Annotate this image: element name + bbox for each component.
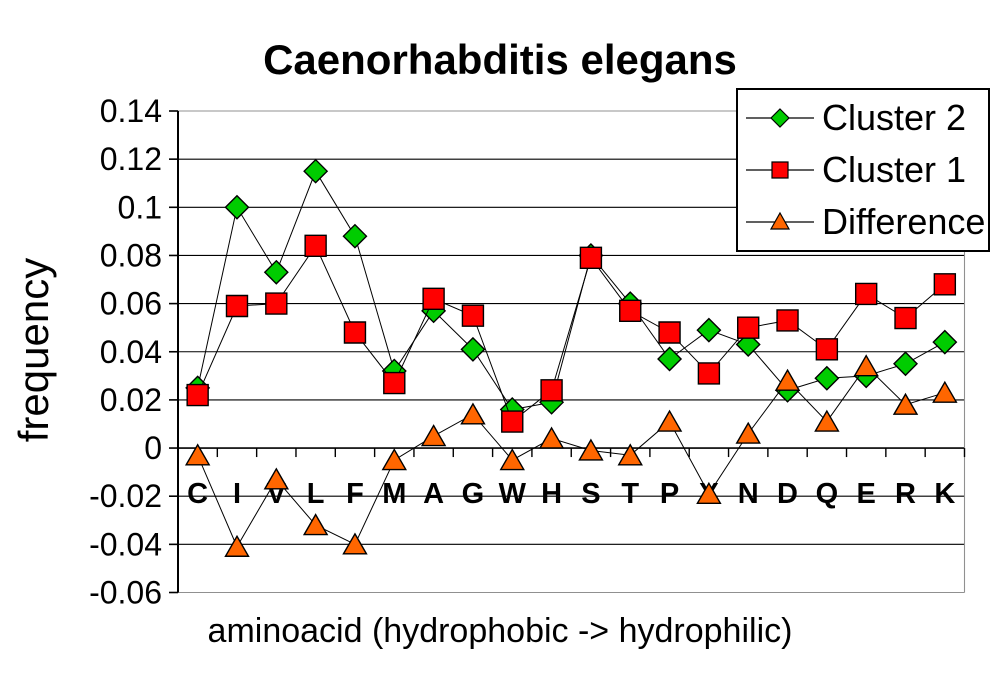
series-difference-marker-S: [578, 438, 604, 461]
series-difference-marker-T: [617, 443, 643, 466]
y-tick-label: 0.06: [100, 286, 162, 322]
series-cluster-1-marker-N: [737, 316, 760, 339]
series-cluster-1-marker-P: [658, 321, 681, 344]
category-label-S: S: [581, 478, 600, 510]
legend: Cluster 2 Cluster 1 Difference: [736, 88, 990, 252]
series-cluster-1-marker-Y: [697, 362, 721, 385]
category-label-P: P: [660, 478, 679, 510]
y-tick-label: 0: [144, 430, 162, 466]
y-tick-label: 0.04: [100, 334, 162, 370]
category-label-E: E: [857, 478, 876, 510]
series-difference-marker-G: [460, 402, 486, 425]
series-difference-marker-R: [892, 392, 919, 415]
category-label-H: H: [541, 478, 562, 510]
y-axis-title: frequency: [10, 257, 57, 443]
series-cluster-2-marker-R: [893, 351, 919, 377]
category-label-M: M: [382, 478, 406, 510]
legend-label: Cluster 2: [822, 97, 967, 138]
series-cluster-1-marker-A: [422, 287, 445, 310]
chart-title: Caenorhabditis elegans: [263, 36, 737, 83]
y-tick-label: 0.14: [100, 93, 162, 129]
series-cluster-2-marker-Q: [814, 365, 840, 391]
category-label-F: F: [346, 478, 364, 510]
y-tick-label: 0.12: [100, 141, 162, 177]
series-cluster-2-marker-P: [657, 346, 683, 372]
diamond-icon: [770, 108, 790, 128]
series-cluster-1-marker-K: [933, 273, 957, 296]
series-cluster-1-marker-I: [225, 294, 249, 318]
y-tick-label: -0.06: [89, 575, 162, 611]
category-label-W: W: [499, 478, 527, 510]
series-difference-marker-C: [184, 443, 211, 466]
series-cluster-2-marker-F: [342, 223, 368, 249]
difference-triangle-icon: [746, 211, 814, 230]
series-difference-marker-L: [302, 513, 329, 536]
legend-item-difference: Difference: [744, 204, 988, 240]
category-label-T: T: [621, 478, 639, 510]
category-label-Q: Q: [816, 478, 839, 510]
series-cluster-2-marker-G: [460, 336, 486, 362]
legend-label: Cluster 1: [822, 149, 967, 190]
y-tick-label: 0.1: [118, 189, 162, 225]
series-cluster-2-marker-V: [263, 259, 289, 285]
category-label-R: R: [895, 478, 916, 510]
series-cluster-1-marker-E: [854, 282, 878, 306]
series-difference-marker-N: [735, 421, 761, 444]
y-tick-label: -0.02: [89, 478, 162, 514]
series-difference-marker-Y: [696, 481, 722, 504]
series-cluster-1-marker-H: [540, 379, 563, 402]
series-difference-marker-P: [656, 409, 683, 432]
category-label-A: A: [423, 478, 444, 510]
series-difference-marker-I: [224, 534, 250, 557]
legend-label: Difference: [822, 201, 986, 242]
series-cluster-1-marker-M: [383, 371, 406, 395]
series-cluster-2-marker-I: [224, 194, 250, 220]
series-difference-marker-Q: [814, 409, 840, 432]
series-difference-marker-E: [853, 354, 879, 377]
series-cluster-1-marker-C: [186, 383, 209, 407]
category-label-I: I: [233, 478, 241, 510]
triangle-icon: [769, 211, 791, 230]
series-difference-marker-F: [342, 532, 368, 555]
y-tick-label: 0.08: [100, 237, 162, 273]
legend-item-cluster-2: Cluster 2: [744, 100, 988, 136]
cluster-1-square-icon: [746, 161, 814, 179]
series-difference-marker-V: [263, 467, 290, 490]
category-label-C: C: [187, 478, 208, 510]
series-cluster-2-marker-K: [932, 329, 958, 355]
square-icon: [771, 161, 789, 179]
series-cluster-1-marker-W: [501, 410, 524, 433]
category-label-G: G: [462, 478, 485, 510]
series-cluster-1-marker-D: [776, 309, 799, 332]
series-difference-marker-D: [774, 368, 801, 391]
category-label-N: N: [738, 478, 759, 510]
series-difference-marker-A: [420, 424, 447, 447]
series-cluster-1-marker-V: [265, 292, 288, 315]
y-tick-label: 0.02: [100, 382, 162, 418]
category-label-D: D: [777, 478, 798, 510]
series-difference-marker-H: [538, 426, 565, 449]
series-cluster-1-marker-T: [619, 299, 642, 323]
series-cluster-1-marker-G: [461, 304, 485, 327]
series-cluster-1-marker-R: [894, 306, 917, 330]
series-cluster-1-marker-F: [343, 321, 367, 344]
category-label-L: L: [307, 478, 325, 510]
series-difference-marker-M: [381, 448, 407, 471]
y-tick-label: -0.04: [89, 526, 162, 562]
series-cluster-1-marker-S: [579, 246, 603, 270]
series-cluster-1-marker-Q: [815, 338, 839, 361]
legend-item-cluster-1: Cluster 1: [744, 152, 988, 188]
series-difference-marker-K: [932, 380, 958, 403]
cluster-2-diamond-icon: [746, 108, 814, 128]
series-line-square: [197, 244, 946, 423]
series-cluster-1-marker-L: [304, 234, 327, 258]
series-cluster-2-marker-Y: [696, 317, 722, 343]
series-cluster-2-marker-L: [303, 158, 329, 184]
series-difference-marker-W: [499, 448, 525, 471]
x-axis-title: aminoacid (hydrophobic -> hydrophilic): [207, 612, 793, 650]
category-label-K: K: [934, 478, 955, 510]
